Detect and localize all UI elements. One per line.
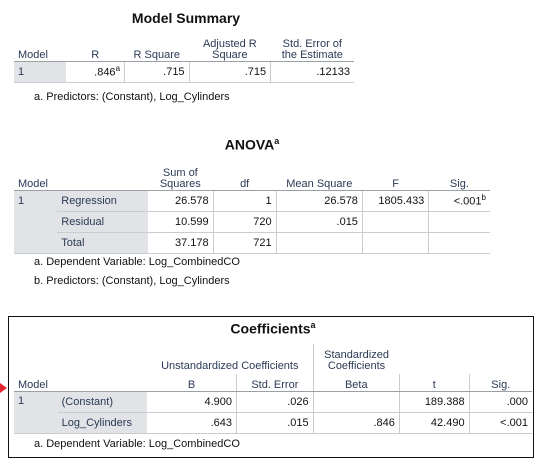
sig-value: .000: [468, 391, 532, 413]
b-value: .643: [146, 412, 237, 434]
col-adjusted-r-square: Adjusted R Square: [189, 30, 271, 62]
anova-title: ANOVAa: [224, 136, 280, 153]
col-sig-spacer: [469, 344, 532, 374]
ms-value: 26.578: [275, 190, 363, 212]
col-model: Model: [14, 161, 58, 191]
r-square-value: .715: [124, 61, 190, 83]
col-r-square: R Square: [124, 30, 190, 62]
model-summary-table: Model R R Square Adjusted R Square Std. …: [14, 30, 354, 83]
selection-arrow-icon: [0, 383, 7, 393]
coefficients-title: Coefficientsa: [230, 320, 316, 337]
col-sig: Sig.: [468, 374, 532, 392]
row-label: Residual: [57, 211, 148, 233]
col-term: [57, 374, 147, 392]
coefficients-footnote: a. Dependent Variable: Log_CombinedCO: [34, 438, 240, 450]
col-f: F: [362, 161, 429, 191]
ms-value: [275, 232, 363, 254]
r-value: .846a: [65, 61, 125, 83]
beta-value: .846: [312, 412, 400, 434]
sig-value: [428, 211, 490, 233]
anova-footnote-a: a. Dependent Variable: Log_CombinedCO: [34, 256, 240, 268]
col-source: [57, 161, 148, 191]
f-value: [361, 232, 429, 254]
col-df: df: [213, 161, 277, 191]
sig-value: [428, 232, 490, 254]
row-label: (Constant): [57, 391, 147, 413]
col-std-error: Std. Error of the Estimate: [270, 30, 354, 62]
model-summary-footnote: a. Predictors: (Constant), Log_Cylinders: [34, 91, 230, 103]
df-value: 720: [212, 211, 277, 233]
se-value: .026: [236, 391, 314, 413]
row-label: Total: [57, 232, 148, 254]
col-b: B: [146, 374, 237, 392]
sig-value: <.001b: [428, 190, 490, 212]
col-model: Model: [14, 30, 66, 62]
se-value: .015: [236, 412, 314, 434]
anova-table: Model Sum of Squares df Mean Square F Si…: [14, 161, 490, 254]
col-t-spacer: [399, 344, 469, 374]
adj-r-square-value: .715: [188, 61, 271, 83]
col-sum-of-squares: Sum of Squares: [147, 161, 214, 191]
col-label-spacer: [58, 344, 147, 374]
t-value: 189.388: [398, 391, 470, 413]
col-sig: Sig.: [428, 161, 490, 191]
table-row: Total 37.178 721: [14, 232, 490, 254]
sig-value: <.001: [468, 412, 532, 434]
df-value: 721: [212, 232, 277, 254]
beta-value: [312, 391, 400, 413]
row-label: Log_Cylinders: [57, 412, 147, 434]
model-number: 1: [14, 190, 58, 254]
col-mean-square: Mean Square: [276, 161, 363, 191]
model-number: 1: [14, 391, 58, 434]
col-std-error: Std. Error: [236, 374, 314, 392]
col-t: t: [398, 374, 470, 392]
model-summary-title: Model Summary: [131, 10, 241, 26]
col-beta: Beta: [312, 374, 400, 392]
row-label: Regression: [57, 190, 148, 212]
f-value: [361, 211, 429, 233]
col-group-standardized: Standardized Coefficients: [312, 344, 400, 374]
t-value: 42.490: [398, 412, 470, 434]
col-r: R: [65, 30, 125, 62]
b-value: 4.900: [146, 391, 237, 413]
df-value: 1: [212, 190, 277, 212]
f-value: 1805.433: [361, 190, 429, 212]
ms-value: .015: [275, 211, 363, 233]
anova-footnote-b: b. Predictors: (Constant), Log_Cylinders: [34, 275, 230, 287]
col-group-unstandardized: Unstandardized Coefficients: [161, 360, 299, 372]
table-row: Log_Cylinders .643 .015 .846 42.490 <.00…: [14, 412, 532, 434]
coefficients-table: Unstandardized Coefficients Standardized…: [14, 344, 532, 434]
coefficients-selection-frame[interactable]: [8, 316, 534, 458]
std-error-value: .12133: [270, 61, 354, 83]
table-row: 1 (Constant) 4.900 .026 189.388 .000: [14, 391, 532, 434]
table-row: Residual 10.599 720 .015: [14, 211, 490, 233]
model-number: 1: [14, 61, 66, 83]
ss-value: 37.178: [147, 232, 214, 254]
col-model-spacer: [14, 344, 58, 374]
ss-value: 10.599: [147, 211, 214, 233]
table-row: 1 Regression 26.578 1 26.578 1805.433 <.…: [14, 190, 490, 254]
ss-value: 26.578: [147, 190, 214, 212]
table-row: 1 .846a .715 .715 .12133: [14, 61, 354, 83]
col-model: Model: [14, 374, 58, 392]
